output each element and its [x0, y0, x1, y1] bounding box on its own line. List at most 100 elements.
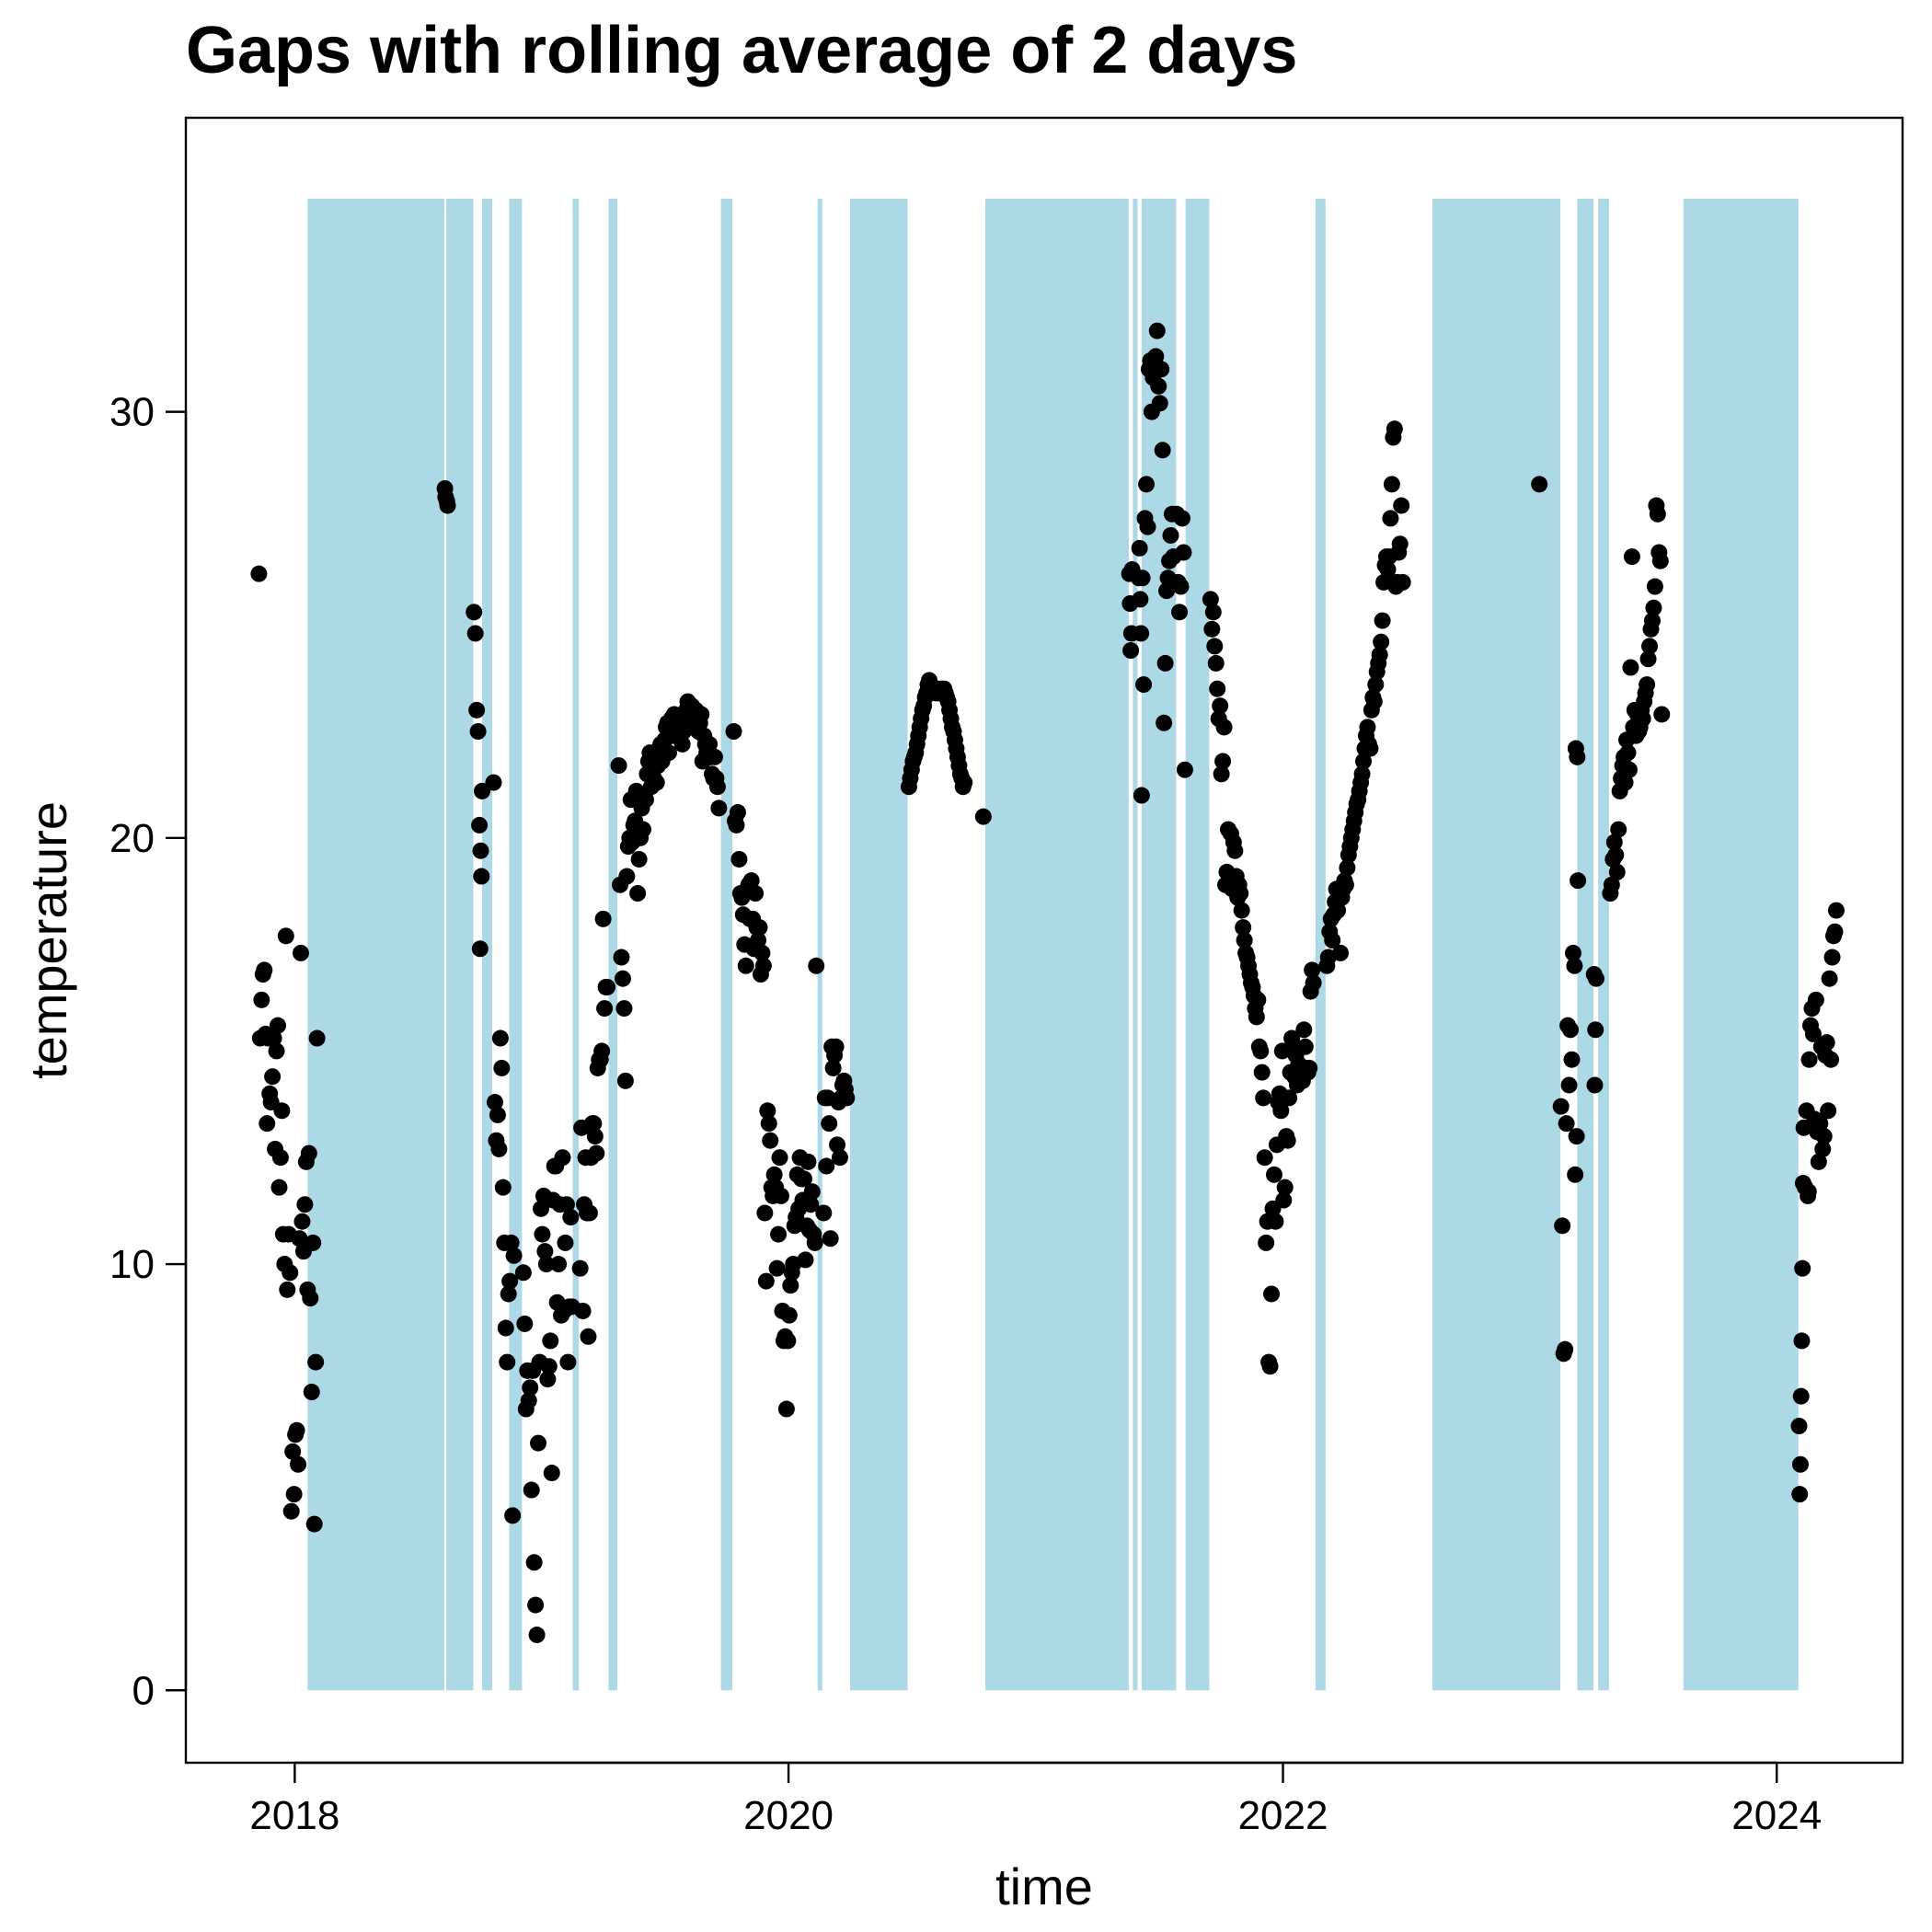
data-point: [530, 1434, 547, 1452]
data-point: [250, 565, 268, 582]
data-point: [747, 885, 765, 903]
data-points: [250, 322, 1845, 1644]
y-tick-label: 20: [109, 816, 155, 861]
data-point: [1332, 944, 1350, 961]
data-point: [1248, 1008, 1265, 1026]
data-point: [1610, 821, 1627, 838]
data-point: [1324, 932, 1341, 949]
data-point: [1301, 1059, 1318, 1076]
data-point: [540, 1358, 558, 1375]
data-point: [1568, 1128, 1585, 1145]
gap-band: [849, 199, 908, 1691]
data-point: [1279, 1132, 1296, 1149]
data-point: [497, 1319, 514, 1337]
data-point: [815, 1204, 833, 1222]
data-point: [1206, 638, 1224, 655]
data-point: [308, 1029, 326, 1047]
data-point: [305, 1234, 322, 1251]
data-point: [802, 1196, 820, 1213]
gap-band: [1133, 199, 1138, 1691]
data-point: [1281, 1089, 1298, 1107]
data-point: [514, 1264, 532, 1282]
data-point: [300, 1144, 317, 1162]
data-point: [956, 774, 973, 791]
y-tick-label: 0: [132, 1668, 155, 1713]
data-point: [765, 1166, 783, 1183]
data-point: [725, 723, 742, 741]
data-point: [256, 961, 273, 979]
data-point: [1172, 578, 1190, 595]
data-point: [1305, 974, 1322, 992]
data-point: [525, 1554, 543, 1571]
data-point: [1792, 1387, 1810, 1405]
gap-band: [1315, 199, 1326, 1691]
data-point: [728, 816, 745, 834]
data-point: [1249, 991, 1267, 1008]
data-point: [730, 850, 748, 868]
data-point: [1261, 1358, 1279, 1375]
data-point: [1531, 476, 1548, 493]
data-point: [1203, 620, 1221, 638]
data-point: [1382, 510, 1399, 527]
data-point: [756, 1204, 774, 1222]
data-point: [1814, 1140, 1832, 1157]
data-point: [795, 1170, 812, 1188]
data-point: [1634, 710, 1651, 728]
data-point: [1552, 1098, 1570, 1115]
data-point: [489, 1106, 506, 1123]
data-point: [1620, 761, 1638, 778]
data-point: [753, 944, 771, 961]
data-point: [1393, 497, 1410, 514]
data-point: [777, 1400, 795, 1418]
data-point: [502, 1234, 520, 1251]
data-point: [1815, 1128, 1833, 1145]
data-point: [759, 1102, 776, 1120]
data-point: [493, 1059, 511, 1076]
x-tick-label: 2018: [249, 1793, 339, 1838]
data-point: [797, 1251, 814, 1269]
data-point: [1821, 970, 1838, 987]
data-point: [1339, 859, 1356, 877]
data-point: [562, 1209, 580, 1226]
data-point: [799, 1153, 817, 1170]
data-point: [1171, 604, 1189, 621]
data-point: [1818, 1034, 1835, 1052]
data-point: [1823, 949, 1841, 966]
data-point: [827, 1038, 845, 1055]
data-point: [1391, 535, 1409, 553]
data-point: [1557, 1340, 1574, 1358]
data-point: [829, 1136, 846, 1154]
data-point: [821, 1115, 838, 1133]
data-point: [259, 1115, 276, 1133]
data-point: [1295, 1021, 1313, 1039]
data-point: [284, 1443, 302, 1460]
x-axis-label: time: [995, 1857, 1093, 1915]
data-point: [494, 1179, 512, 1196]
data-point: [1793, 1332, 1811, 1350]
data-point: [1373, 633, 1390, 650]
data-point: [1337, 876, 1354, 893]
data-point: [1386, 420, 1403, 438]
data-point: [1563, 1051, 1581, 1068]
data-point: [1154, 442, 1171, 459]
data-point: [1566, 957, 1583, 974]
data-point: [635, 821, 652, 838]
data-point: [771, 1149, 788, 1167]
data-point: [1159, 569, 1177, 587]
x-axis: 2018 2020 2022 2024: [249, 1761, 1822, 1838]
data-point: [1236, 932, 1253, 949]
data-point: [803, 1183, 821, 1201]
data-point: [808, 957, 825, 974]
data-point: [307, 1353, 325, 1371]
data-point: [270, 1179, 288, 1196]
data-point: [818, 1157, 835, 1175]
data-point: [1791, 1455, 1809, 1473]
data-point: [1265, 1166, 1282, 1183]
data-point: [282, 1502, 300, 1520]
data-point: [501, 1272, 519, 1290]
data-point: [1379, 561, 1397, 579]
data-point: [824, 1059, 842, 1076]
data-point: [708, 778, 726, 796]
data-point: [1131, 539, 1148, 557]
